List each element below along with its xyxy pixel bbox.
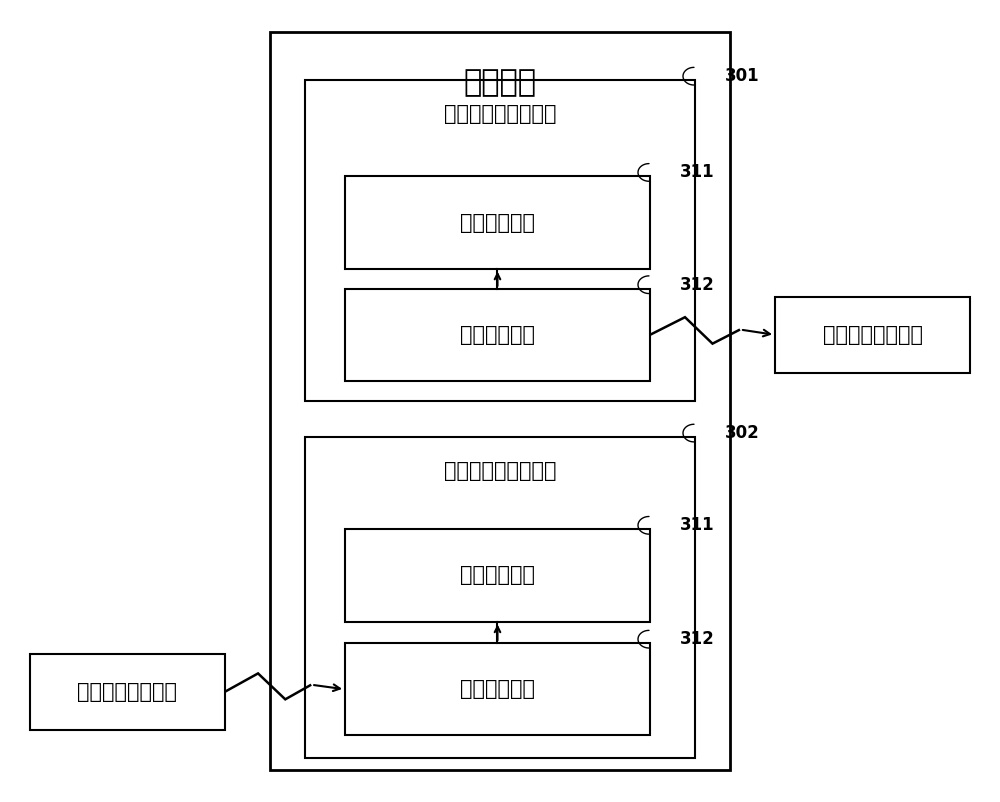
- Text: 312: 312: [680, 630, 715, 648]
- Bar: [345, 289, 650, 381]
- Bar: [775, 297, 970, 373]
- Bar: [270, 32, 730, 770]
- Text: 312: 312: [680, 276, 715, 294]
- Text: 通信节点的子节点: 通信节点的子节点: [822, 325, 922, 345]
- Text: 通信节点: 通信节点: [464, 68, 536, 97]
- Text: 302: 302: [725, 424, 760, 442]
- Bar: [345, 176, 650, 269]
- Bar: [345, 529, 650, 622]
- Text: 资源分配单元: 资源分配单元: [460, 213, 535, 233]
- Text: 父节点工作模式模块: 父节点工作模式模块: [444, 104, 556, 124]
- Text: 子节点工作模式模块: 子节点工作模式模块: [444, 461, 556, 481]
- Text: 311: 311: [680, 164, 715, 181]
- Text: 资源协调单元: 资源协调单元: [460, 565, 535, 585]
- Text: 通信节点的父节点: 通信节点的父节点: [78, 682, 178, 702]
- Bar: [305, 80, 695, 401]
- Text: 第二通信单元: 第二通信单元: [460, 679, 535, 699]
- Bar: [305, 437, 695, 758]
- Bar: [30, 654, 225, 730]
- Text: 311: 311: [680, 516, 715, 534]
- Text: 第一通信单元: 第一通信单元: [460, 325, 535, 345]
- Text: 301: 301: [725, 67, 760, 85]
- Bar: [345, 643, 650, 735]
